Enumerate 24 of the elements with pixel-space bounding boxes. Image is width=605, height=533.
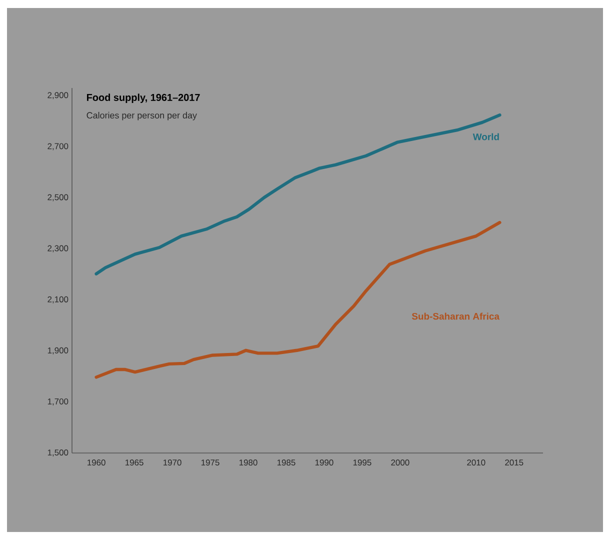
x-tick-label: 1995 (353, 460, 372, 466)
y-tick-label: 2,500 (48, 194, 68, 202)
x-tick-label: 1965 (126, 460, 144, 466)
series-label: World (472, 133, 499, 140)
x-tick-label: 1960 (88, 460, 106, 466)
y-tick-label: 1,700 (48, 398, 68, 406)
text: Sub-Saharan Africa (412, 312, 500, 320)
y-tick-label: 1,900 (48, 347, 68, 354)
x-tick-label: 1980 (239, 460, 258, 466)
y-tick-label: 2,700 (48, 143, 68, 150)
x-tick-label: 1990 (315, 460, 334, 466)
text: Food supply, 1961–2017 (87, 94, 200, 103)
y-tick-label: 2,900 (48, 92, 68, 100)
y-tick-label: 2,300 (48, 245, 68, 252)
line-series (94, 220, 502, 379)
x-tick-label: 2015 (505, 460, 524, 466)
x-tick-label: 2010 (467, 460, 486, 466)
y-tick-label: 1,500 (48, 450, 68, 456)
x-tick-label: 1970 (164, 460, 182, 466)
y-tick-label: 2,100 (48, 296, 68, 304)
text: Calories per person per day (86, 112, 197, 120)
x-tick-label: 1985 (277, 460, 296, 466)
x-tick-label: 2000 (391, 460, 410, 466)
x-tick-label: 1975 (201, 460, 220, 466)
